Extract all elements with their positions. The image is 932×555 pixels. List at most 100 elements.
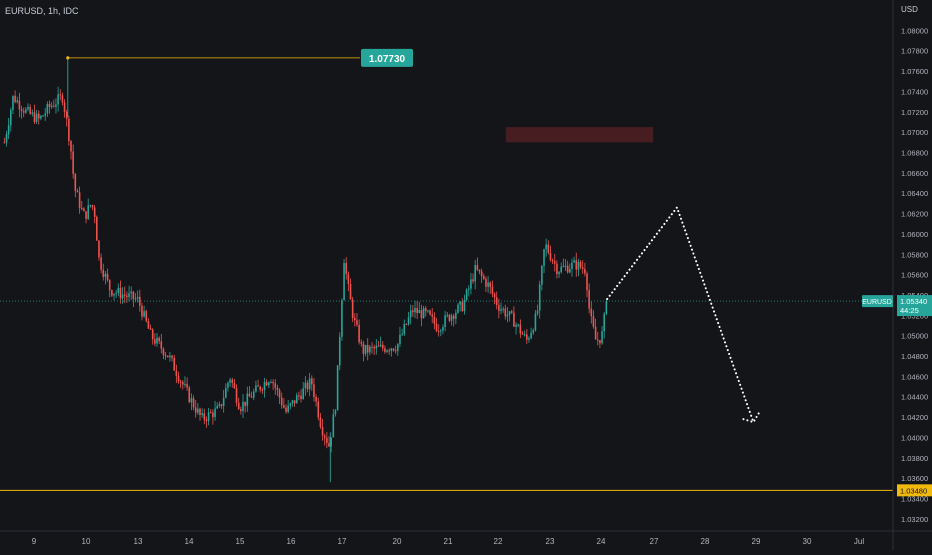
candle-body — [31, 112, 34, 114]
candle-body — [263, 382, 266, 390]
price-tick-label: 1.03200 — [901, 515, 928, 524]
candle-body — [366, 344, 369, 353]
candle-body — [156, 337, 158, 344]
candle-body — [33, 112, 36, 123]
candle-body — [465, 289, 468, 301]
candle-body — [302, 388, 305, 400]
candle-body — [123, 294, 126, 296]
candle-body — [323, 435, 326, 438]
candle-body — [356, 320, 358, 325]
candle-body — [523, 334, 526, 336]
candle-body — [536, 310, 539, 314]
candle-body — [450, 315, 453, 321]
candle-body — [141, 305, 143, 317]
candle-body — [586, 273, 588, 291]
candle-body — [20, 109, 23, 111]
candle-body — [115, 292, 117, 294]
candle-body — [564, 265, 567, 267]
candle-body — [220, 404, 223, 406]
candle-body — [25, 109, 27, 113]
candle-body — [313, 384, 315, 397]
candle-body — [63, 102, 66, 112]
price-tick-label: 1.04600 — [901, 372, 928, 381]
price-tick-label: 1.06600 — [901, 169, 928, 178]
candle-body — [364, 344, 367, 354]
candle-body — [448, 314, 451, 321]
candle-body — [394, 350, 397, 352]
candle-body — [233, 382, 236, 389]
candle-body — [412, 310, 414, 313]
high-price-label: 1.07730 — [369, 54, 406, 65]
candle-body — [70, 140, 72, 152]
candle-body — [401, 333, 403, 335]
candle-body — [433, 316, 436, 324]
candle-body — [53, 105, 55, 107]
candle-body — [291, 400, 294, 404]
candle-body — [295, 395, 298, 404]
candle-body — [338, 336, 341, 366]
price-tick-label: 1.04400 — [901, 393, 928, 402]
symbol-title: EURUSD, 1h, IDC — [5, 6, 79, 16]
candle-body — [510, 311, 513, 313]
price-tick-label: 1.06800 — [901, 148, 928, 157]
candle-body — [360, 342, 363, 344]
candle-body — [257, 385, 259, 387]
candle-body — [293, 400, 296, 404]
candle-body — [515, 324, 517, 327]
candle-body — [16, 100, 19, 103]
candle-body — [65, 111, 68, 119]
resistance-zone — [505, 127, 654, 143]
price-tick-label: 1.03600 — [901, 474, 928, 483]
candle-body — [186, 383, 188, 388]
candle-body — [543, 249, 545, 266]
candle-body — [500, 309, 502, 311]
candle-body — [218, 404, 221, 406]
candle-body — [336, 365, 339, 411]
candle-body — [311, 378, 313, 385]
candles-layer — [3, 57, 608, 483]
levels-layer — [0, 56, 893, 491]
candle-body — [136, 296, 139, 299]
candle-body — [590, 308, 593, 317]
candle-body — [343, 263, 345, 301]
candle-body — [225, 387, 227, 398]
time-tick-label: 27 — [650, 537, 659, 546]
candle-body — [289, 403, 292, 406]
candle-body — [298, 395, 300, 397]
candle-body — [508, 311, 511, 315]
candle-body — [171, 355, 173, 359]
candle-body — [566, 265, 569, 273]
candle-body — [545, 244, 547, 250]
candle-body — [300, 395, 302, 400]
candle-body — [418, 310, 421, 314]
candle-body — [205, 419, 208, 422]
time-tick-label: 17 — [338, 537, 347, 546]
candle-body — [354, 317, 356, 321]
price-tick-label: 1.03800 — [901, 454, 928, 463]
price-axis[interactable]: 1.08000 1.07800 1.07600 1.07400 1.07200 1.070… — [901, 26, 928, 523]
candle-body — [388, 350, 391, 352]
candle-body — [46, 103, 49, 114]
time-axis[interactable]: 9 10 13 14 15 16 17 20 21 22 23 24 27 28 29 30 Jul — [32, 537, 865, 546]
time-tick-label: 20 — [393, 537, 402, 546]
price-tick-label: 1.07200 — [901, 108, 928, 117]
candle-body — [455, 312, 457, 319]
candle-body — [44, 113, 47, 116]
candle-body — [541, 265, 543, 285]
time-tick-label: 29 — [752, 537, 761, 546]
candle-body — [315, 396, 317, 402]
candle-body — [3, 142, 6, 144]
candle-body — [278, 390, 281, 398]
candle-body — [556, 263, 558, 275]
candle-body — [261, 389, 264, 391]
candle-body — [485, 278, 487, 287]
candle-body — [108, 279, 111, 291]
candle-body — [519, 324, 522, 334]
candle-body — [409, 310, 412, 318]
candle-body — [334, 410, 337, 415]
price-tick-label: 1.05000 — [901, 332, 928, 341]
candle-body — [160, 341, 163, 349]
candle-body — [461, 301, 464, 311]
